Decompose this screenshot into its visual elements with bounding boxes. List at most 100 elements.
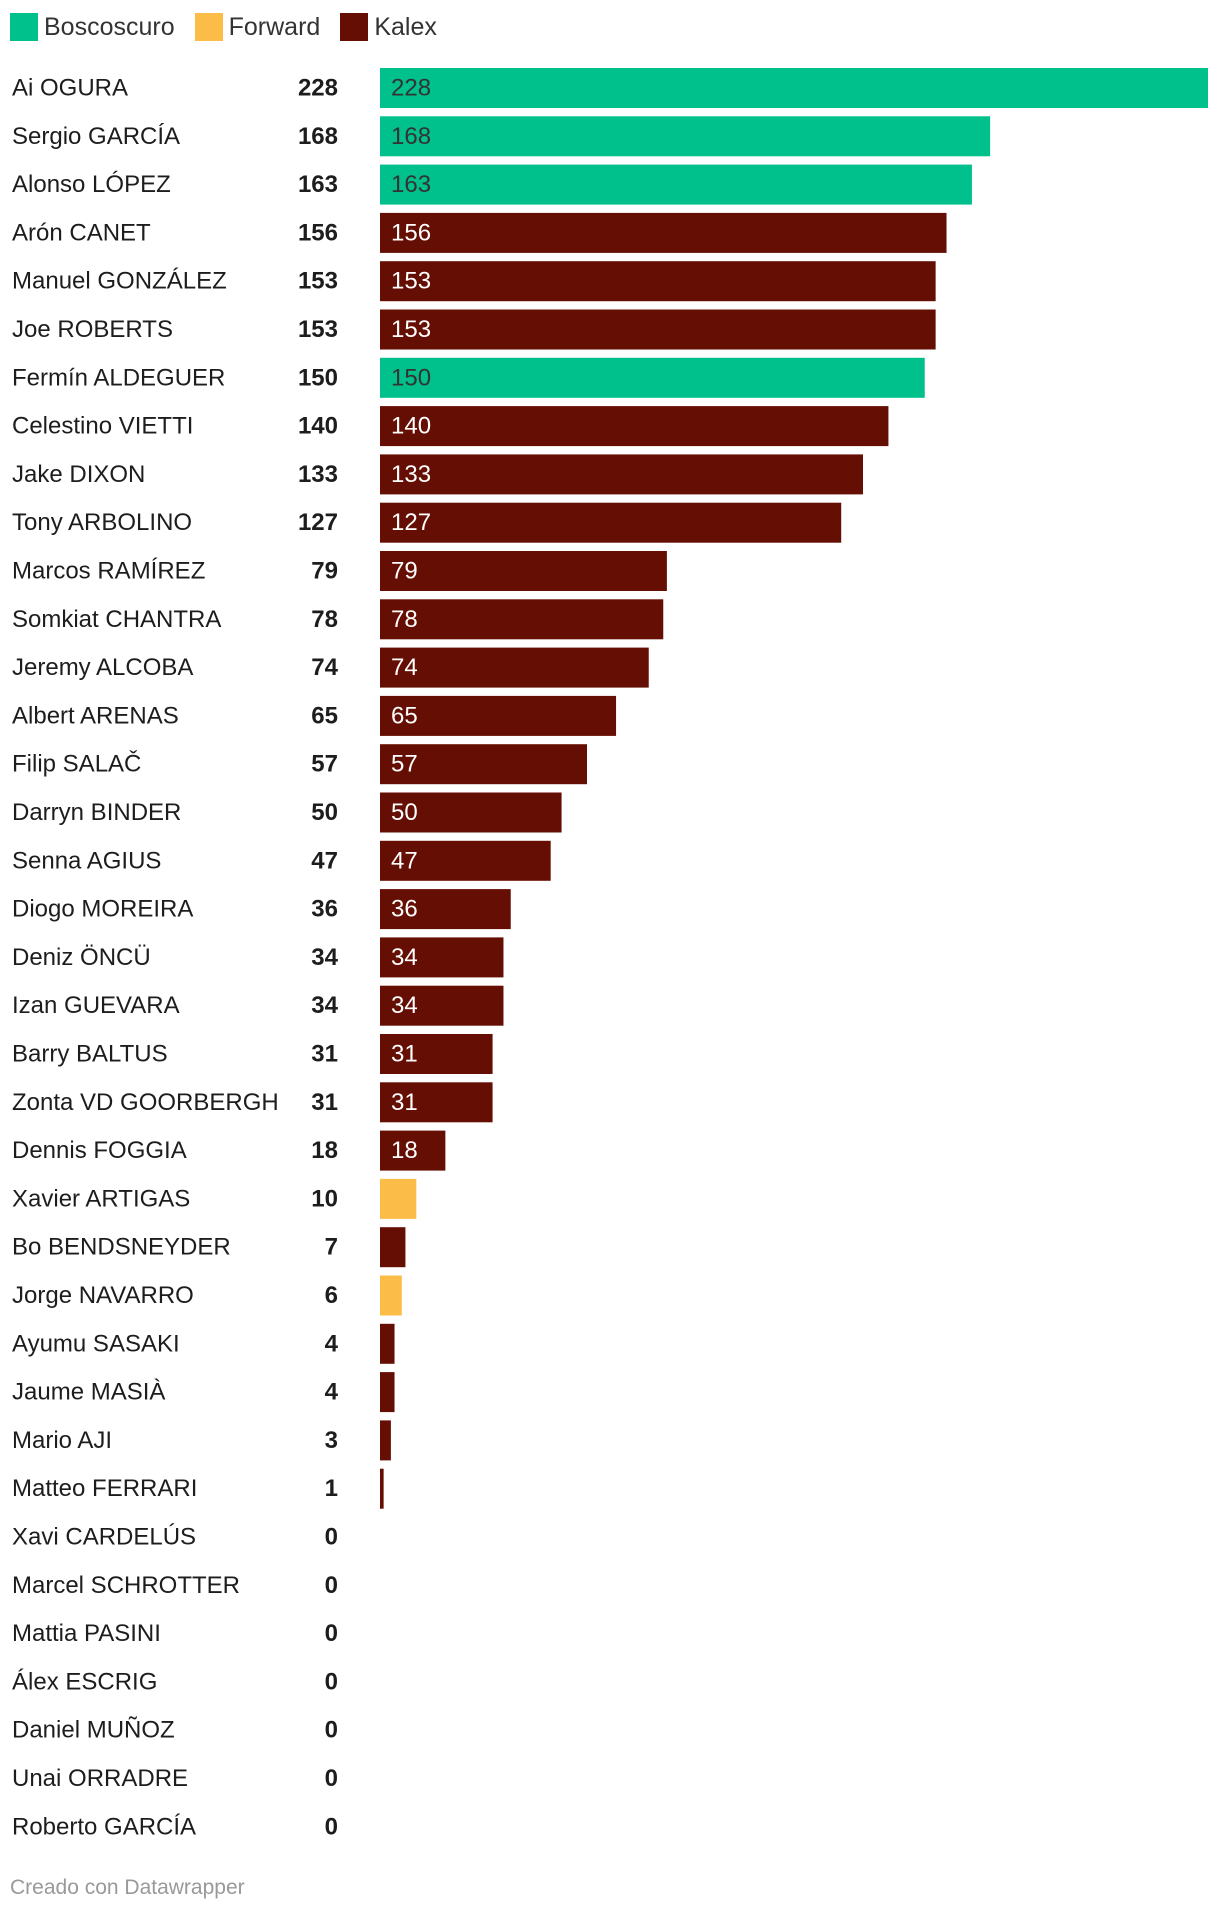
bar-row: Darryn BINDER 50 50	[12, 792, 562, 833]
rider-name: Mario AJI	[12, 1427, 112, 1454]
points-value: 10	[311, 1185, 338, 1212]
rider-name: Xavi CARDELÚS	[12, 1524, 196, 1551]
rider-name: Somkiat CHANTRA	[12, 606, 221, 633]
points-value: 0	[325, 1813, 338, 1840]
points-value: 153	[298, 316, 338, 343]
bar	[380, 792, 562, 833]
bar-row: Izan GUEVARA 34 34	[12, 985, 504, 1026]
bar-row: Somkiat CHANTRA 78 78	[12, 599, 664, 640]
bar-row: Marcos RAMÍREZ 79 79	[12, 551, 667, 591]
bar-data-label: 127	[391, 509, 431, 536]
legend-label: Forward	[228, 12, 321, 41]
bar	[380, 1323, 395, 1364]
points-value: 228	[298, 75, 338, 102]
bar	[380, 1275, 402, 1316]
points-value: 3	[325, 1427, 338, 1454]
bar-row: Jeremy ALCOBA 74 74	[12, 647, 649, 688]
points-value: 34	[311, 944, 338, 971]
bar-row: Joe ROBERTS 153 153	[12, 309, 936, 350]
legend-item-kalex: Kalex	[340, 13, 437, 42]
bar-data-label: 153	[391, 268, 431, 295]
rider-name: Filip SALAČ	[12, 750, 141, 778]
bar-data-label: 133	[391, 461, 431, 488]
rider-name: Jeremy ALCOBA	[12, 654, 193, 681]
bar-row: Matteo FERRARI 1	[12, 1468, 384, 1509]
bar-row: Bo BENDSNEYDER 7	[12, 1227, 406, 1268]
bar-row: Xavier ARTIGAS 10	[12, 1178, 417, 1219]
rider-name: Albert ARENAS	[12, 702, 179, 729]
rider-name: Arón CANET	[12, 219, 151, 246]
rider-name: Marcel SCHROTTER	[12, 1572, 240, 1599]
rider-name: Jaume MASIÀ	[12, 1379, 165, 1406]
bar	[380, 1034, 493, 1074]
rider-name: Alonso LÓPEZ	[12, 171, 171, 198]
bar-data-label: 50	[391, 799, 418, 826]
points-value: 4	[325, 1379, 339, 1406]
bar-row: Dennis FOGGIA 18 18	[12, 1130, 446, 1171]
bar	[380, 1178, 417, 1219]
rider-name: Ai OGURA	[12, 75, 128, 102]
bar	[380, 1130, 446, 1171]
rider-name: Jorge NAVARRO	[12, 1282, 194, 1309]
bar	[380, 406, 889, 447]
bar	[380, 889, 511, 930]
legend-swatch	[10, 13, 38, 41]
bar-data-label: 140	[391, 413, 431, 440]
points-value: 140	[298, 413, 338, 440]
bar	[380, 744, 587, 785]
bar	[380, 1082, 493, 1123]
bar-data-label: 156	[391, 219, 431, 246]
points-value: 156	[298, 219, 338, 246]
rider-name: Mattia PASINI	[12, 1620, 161, 1647]
points-value: 47	[311, 847, 338, 874]
bar-row: Senna AGIUS 47 47	[12, 840, 551, 881]
rider-name: Marcos RAMÍREZ	[12, 558, 205, 585]
bar-row: Marcel SCHROTTER 0	[12, 1572, 338, 1599]
bar	[380, 599, 664, 640]
bar-row: Filip SALAČ 57 57	[12, 744, 587, 785]
legend-item-forward: Forward	[194, 12, 321, 42]
bar	[380, 454, 863, 495]
bar-row: Fermín ALDEGUER 150 150	[12, 357, 925, 398]
bar-row: Jorge NAVARRO 6	[12, 1275, 402, 1316]
points-value: 50	[311, 799, 338, 826]
rider-name: Dennis FOGGIA	[12, 1137, 187, 1164]
bar-row: Álex ESCRIG 0	[12, 1668, 338, 1695]
bar-row: Albert ARENAS 65 65	[12, 695, 617, 736]
points-value: 153	[298, 268, 338, 295]
rider-name: Tony ARBOLINO	[12, 509, 192, 536]
rider-name: Daniel MUÑOZ	[12, 1717, 175, 1744]
points-value: 78	[311, 606, 338, 633]
rider-name: Jake DIXON	[12, 461, 145, 488]
points-value: 57	[311, 751, 338, 778]
rider-name: Diogo MOREIRA	[12, 896, 193, 923]
bar	[380, 1227, 406, 1268]
rider-name: Ayumu SASAKI	[12, 1330, 180, 1357]
legend-label: Kalex	[374, 12, 437, 41]
bar-row: Celestino VIETTI 140 140	[12, 406, 889, 447]
rider-name: Senna AGIUS	[12, 847, 161, 874]
bar-data-label: 65	[391, 702, 418, 729]
bar-data-label: 163	[391, 171, 431, 198]
bar-data-label: 31	[391, 1089, 418, 1116]
points-value: 1	[325, 1475, 338, 1502]
bar-data-label: 168	[391, 123, 431, 150]
bar-row: Alonso LÓPEZ 163 163	[12, 164, 972, 205]
bar	[380, 937, 504, 978]
points-value: 31	[311, 1089, 338, 1116]
rider-name: Zonta VD GOORBERGH	[12, 1089, 279, 1116]
points-value: 133	[298, 461, 338, 488]
legend-label: Boscoscuro	[44, 12, 175, 41]
bar	[380, 647, 649, 688]
bar-row: Zonta VD GOORBERGH 31 31	[12, 1082, 493, 1123]
points-value: 18	[311, 1137, 338, 1164]
rider-name: Barry BALTUS	[12, 1041, 168, 1068]
points-value: 4	[325, 1330, 339, 1357]
footer-credit[interactable]: Creado con Datawrapper	[10, 1876, 245, 1899]
points-value: 74	[311, 654, 338, 681]
legend-swatch	[340, 13, 369, 41]
bar-row: Manuel GONZÁLEZ 153 153	[12, 261, 936, 302]
bar	[380, 357, 925, 398]
points-value: 0	[325, 1765, 338, 1792]
bar	[380, 551, 667, 591]
